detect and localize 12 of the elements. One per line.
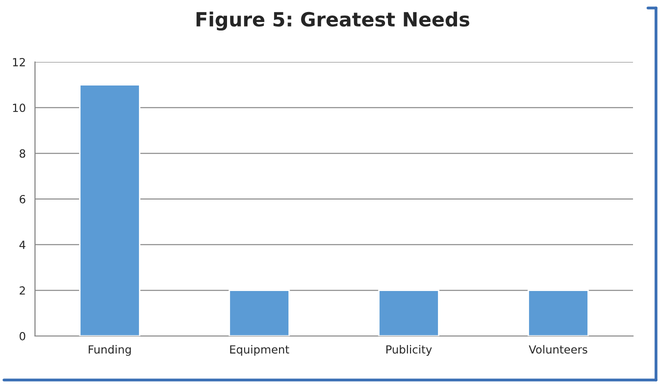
y-tick-label: 4 (19, 240, 26, 249)
y-tick-label: 10 (13, 104, 26, 112)
x-tick-label: Volunteers (528, 345, 588, 354)
x-tick-label: Equipment (230, 345, 290, 356)
y-tick-label: 2 (20, 286, 25, 295)
x-tick-label: Publicity (386, 345, 432, 356)
y-tick-label: 8 (20, 149, 26, 158)
chart-title: Figure 5: Greatest Needs (196, 12, 470, 31)
y-tick-label: 6 (20, 194, 26, 204)
x-tick-label: Funding (88, 345, 131, 356)
y-tick-label: 12 (13, 58, 25, 66)
y-tick-label: 0 (20, 332, 26, 340)
